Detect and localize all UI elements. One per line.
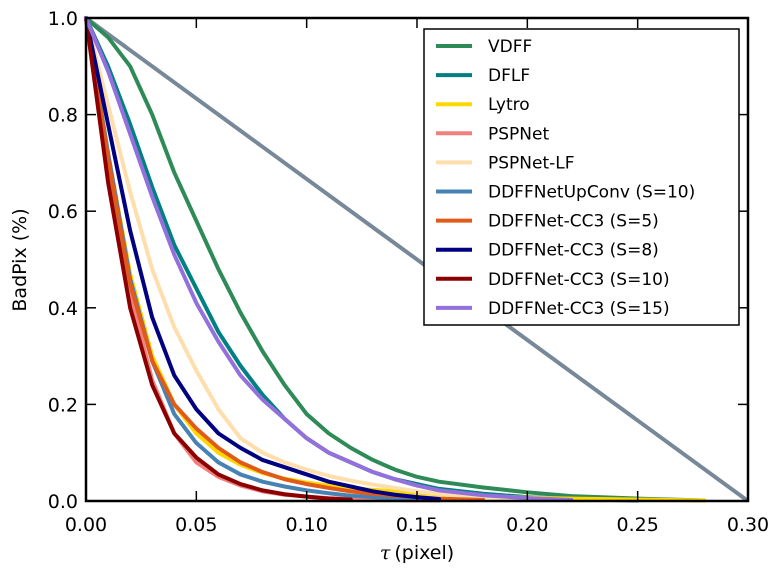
legend-label: Lytro	[488, 95, 530, 115]
legend: VDFF DFLF Lytro PSPNet PSPNet-LF DDFFNetUpCon…	[423, 28, 740, 326]
y-axis-title: BadPix (%)	[9, 208, 31, 311]
x-axis-unit: (pixel)	[394, 542, 454, 564]
x-tick-label: 0.25	[617, 514, 659, 536]
legend-label: DDFFNetUpConv (S=10)	[488, 183, 695, 203]
y-tick-label: 0.4	[48, 298, 78, 320]
y-tick-label: 0.0	[48, 491, 78, 513]
legend-label: DDFFNet-CC3 (S=15)	[488, 299, 670, 319]
y-tick-label: 0.6	[48, 201, 78, 223]
x-tick-label: 0.15	[396, 514, 438, 536]
y-tick-label: 1.0	[48, 8, 78, 30]
x-axis-symbol: τ	[380, 542, 391, 564]
legend-label: DFLF	[488, 66, 530, 86]
legend-label: DDFFNet-CC3 (S=8)	[488, 241, 659, 261]
reference-line	[84, 16, 750, 503]
legend-box	[423, 28, 740, 326]
series-line-10	[84, 16, 574, 503]
x-tick-label: 0.05	[175, 514, 217, 536]
series-line-8	[84, 16, 442, 502]
legend-label: DDFFNet-CC3 (S=5)	[488, 212, 659, 232]
legend-label: PSPNet-LF	[488, 153, 575, 173]
axis-tick-labels: 0.00 0.05 0.10 0.15 0.20 0.25 0.30 0.0 0.2 0.4 0.6…	[48, 8, 769, 536]
x-tick-label: 0.00	[65, 514, 107, 536]
legend-label: VDFF	[488, 37, 532, 57]
y-tick-label: 0.8	[48, 105, 78, 127]
axis-ticks	[85, 17, 749, 502]
legend-label: PSPNet	[488, 124, 549, 144]
x-axis-title: τ (pixel)	[380, 542, 454, 564]
x-tick-label: 0.10	[286, 514, 328, 536]
y-tick-label: 0.2	[48, 394, 78, 416]
series-line-1	[84, 16, 706, 503]
x-tick-label: 0.20	[506, 514, 548, 536]
x-tick-label: 0.30	[727, 514, 769, 536]
legend-label: DDFFNet-CC3 (S=10)	[488, 270, 670, 290]
